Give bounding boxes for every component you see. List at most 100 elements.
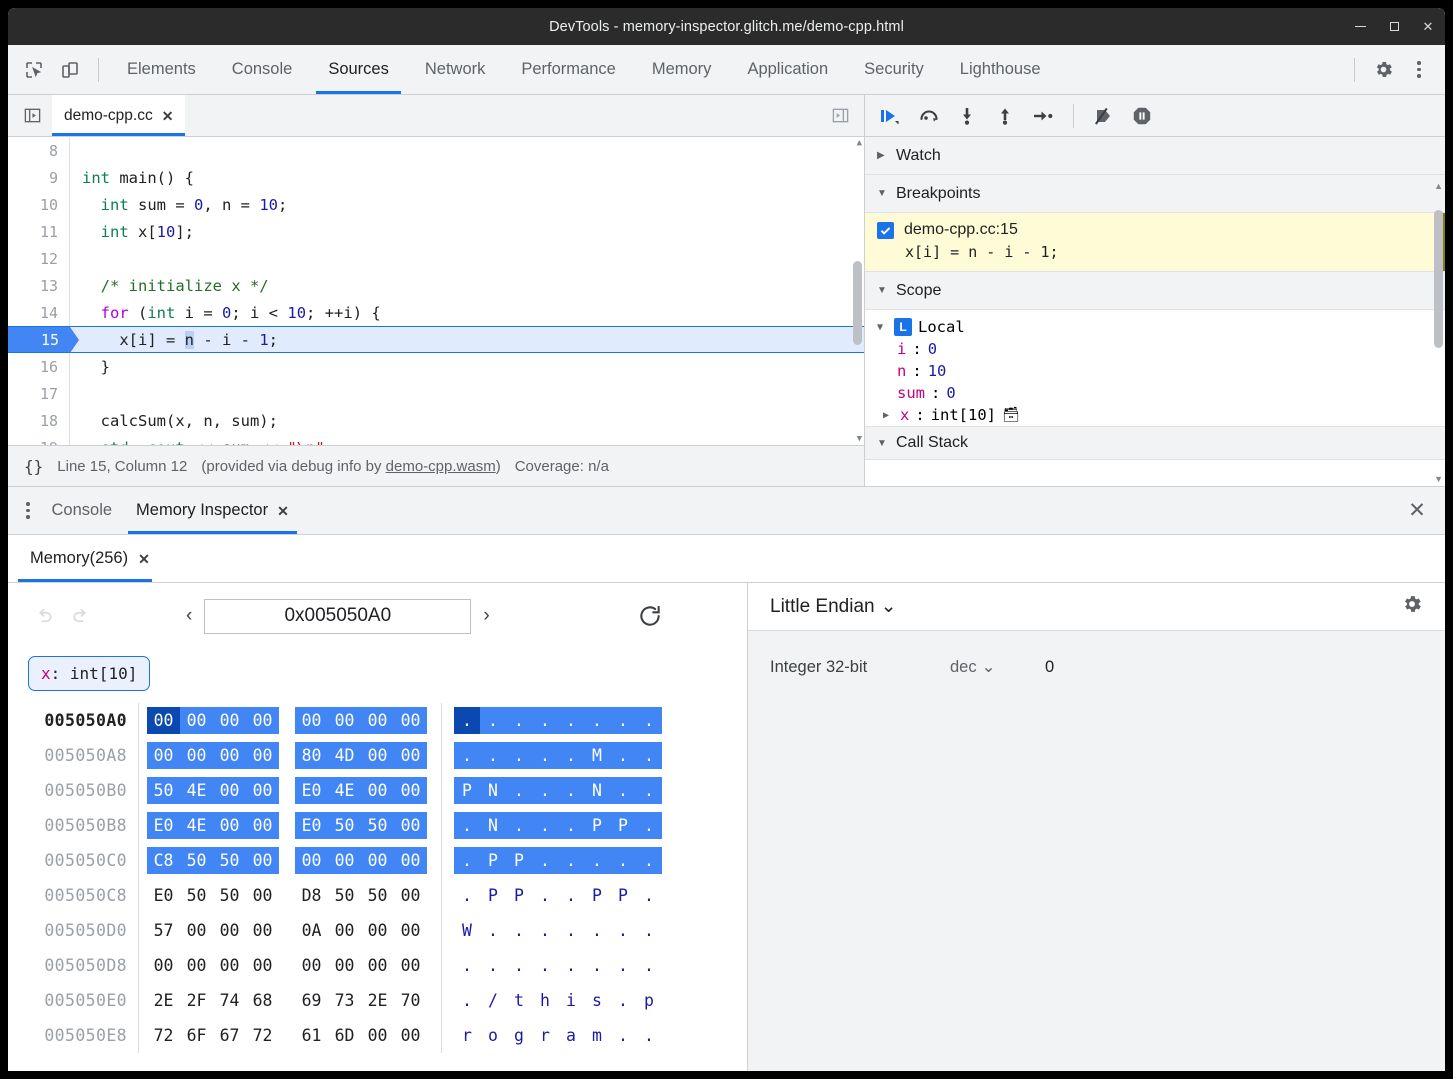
ascii-char[interactable]: .: [506, 812, 532, 839]
hex-byte[interactable]: 00: [394, 742, 427, 769]
editor-scroll-up-arrow[interactable]: ▲: [856, 138, 862, 148]
hex-row[interactable]: 005050D0 57 00 00 00 0A 00 00 00 W.......: [8, 913, 747, 948]
code-editor[interactable]: 8 9 int main() {10 int sum = 0, n = 10; 11 …: [8, 137, 864, 445]
inspect-element-icon[interactable]: [16, 52, 52, 88]
section-breakpoints[interactable]: ▼ Breakpoints: [865, 175, 1445, 213]
hex-byte[interactable]: 50: [367, 886, 388, 905]
code-line[interactable]: 19 std::cout << sum << "\n";: [8, 434, 864, 445]
hex-byte[interactable]: 00: [361, 707, 394, 734]
ascii-char[interactable]: .: [644, 921, 654, 940]
ascii-char[interactable]: .: [636, 707, 662, 734]
hex-byte[interactable]: 6F: [186, 1026, 207, 1045]
hex-byte[interactable]: 00: [252, 921, 273, 940]
hex-byte[interactable]: C8: [147, 847, 180, 874]
hex-byte[interactable]: 00: [361, 777, 394, 804]
line-number[interactable]: 19: [8, 434, 70, 445]
show-debugger-icon[interactable]: [824, 100, 856, 132]
hex-byte[interactable]: 61: [301, 1026, 322, 1045]
hex-byte[interactable]: 00: [147, 707, 180, 734]
ascii-char[interactable]: .: [480, 742, 506, 769]
hex-byte[interactable]: 00: [246, 777, 279, 804]
hex-byte[interactable]: 00: [252, 886, 273, 905]
tab-memory[interactable]: Memory: [634, 45, 730, 94]
resume-button[interactable]: [873, 100, 909, 132]
ascii-char[interactable]: r: [462, 1026, 472, 1045]
hex-byte[interactable]: 50: [334, 886, 355, 905]
hex-byte[interactable]: 50: [219, 886, 240, 905]
pretty-print-icon[interactable]: {}: [24, 456, 44, 476]
editor-scrollbar[interactable]: [853, 141, 862, 441]
hex-byte[interactable]: 00: [246, 847, 279, 874]
ascii-char[interactable]: r: [540, 1026, 550, 1045]
hex-byte[interactable]: 0A: [301, 921, 322, 940]
hex-row[interactable]: 005050C8 E0 50 50 00 D8 50 50 00. P P.. P P.: [8, 878, 747, 913]
section-watch[interactable]: ▶ Watch: [865, 137, 1445, 175]
ascii-char[interactable]: N: [584, 777, 610, 804]
ascii-char[interactable]: W: [462, 921, 472, 940]
ascii-char[interactable]: i: [566, 991, 576, 1010]
hex-byte[interactable]: 2E: [153, 991, 174, 1010]
code-line[interactable]: 18 calcSum(x, n, sum);: [8, 407, 864, 434]
ascii-char[interactable]: .: [558, 812, 584, 839]
code-line[interactable]: 14 for (int i = 0; i < 10; ++i) {: [8, 299, 864, 326]
file-tab-close-icon[interactable]: ✕: [161, 107, 174, 124]
hex-byte[interactable]: 50: [186, 886, 207, 905]
ascii-char[interactable]: .: [618, 921, 628, 940]
pause-on-exceptions-button[interactable]: [1124, 100, 1160, 132]
file-tab-demo-cpp[interactable]: demo-cpp.cc ✕: [52, 95, 186, 136]
hex-byte[interactable]: 57: [153, 921, 174, 940]
code-line[interactable]: 8: [8, 137, 864, 164]
value-format-select[interactable]: dec ⌄: [950, 657, 1045, 677]
hex-row[interactable]: 005050C0 C8 50 50 00 00 00 00 00. P P.....: [8, 843, 747, 878]
hex-byte[interactable]: 00: [213, 777, 246, 804]
hex-byte[interactable]: 00: [301, 956, 322, 975]
hex-byte[interactable]: 00: [186, 921, 207, 940]
hex-byte[interactable]: 00: [328, 847, 361, 874]
ascii-char[interactable]: .: [532, 742, 558, 769]
ascii-char[interactable]: P: [514, 886, 524, 905]
hex-byte[interactable]: 4D: [328, 742, 361, 769]
ascii-char[interactable]: .: [618, 991, 628, 1010]
hex-byte[interactable]: E0: [295, 777, 328, 804]
hex-byte[interactable]: 2F: [186, 991, 207, 1010]
ascii-char[interactable]: .: [558, 707, 584, 734]
tab-network[interactable]: Network: [407, 45, 504, 94]
scope-var-i[interactable]: i: 0: [865, 338, 1445, 360]
ascii-char[interactable]: .: [532, 847, 558, 874]
drawer-tab-console[interactable]: Console: [40, 487, 125, 534]
tab-performance[interactable]: Performance: [503, 45, 633, 94]
hex-dump[interactable]: 005050A0 00 00 00 00 00 00 00 00........ 005050A8…: [8, 697, 747, 1071]
ascii-char[interactable]: .: [506, 707, 532, 734]
ascii-char[interactable]: N: [480, 777, 506, 804]
line-number[interactable]: 12: [8, 245, 70, 272]
sidebar-scroll-down-arrow[interactable]: ▼: [1434, 474, 1443, 484]
ascii-char[interactable]: P: [454, 777, 480, 804]
hex-byte[interactable]: 00: [186, 956, 207, 975]
gear-icon[interactable]: [1401, 593, 1423, 620]
ascii-char[interactable]: o: [488, 1026, 498, 1045]
hex-row[interactable]: 005050B0 50 4E 00 00 E0 4E 00 00 P N... N..: [8, 773, 747, 808]
ascii-char[interactable]: P: [488, 886, 498, 905]
hex-byte[interactable]: 00: [213, 742, 246, 769]
line-number[interactable]: 15: [8, 327, 79, 353]
hex-byte[interactable]: 74: [219, 991, 240, 1010]
ascii-char[interactable]: P: [506, 847, 532, 874]
tab-security[interactable]: Security: [846, 45, 942, 94]
code-line[interactable]: 15 x[i] = n - i - 1;: [8, 326, 864, 353]
hex-row[interactable]: 005050E0 2E 2F 74 68 69 73 2E 70. / t h i s. p: [8, 983, 747, 1018]
hex-byte[interactable]: E0: [153, 886, 174, 905]
hex-byte[interactable]: 00: [334, 921, 355, 940]
line-number[interactable]: 13: [8, 272, 70, 299]
hex-byte[interactable]: 00: [394, 812, 427, 839]
scope-var-n[interactable]: n: 10: [865, 360, 1445, 382]
scrollbar-thumb[interactable]: [1434, 209, 1443, 348]
hex-byte[interactable]: 00: [400, 1026, 421, 1045]
refresh-icon[interactable]: [630, 596, 670, 636]
ascii-char[interactable]: .: [584, 707, 610, 734]
hex-byte[interactable]: 2E: [367, 991, 388, 1010]
ascii-char[interactable]: .: [540, 921, 550, 940]
breakpoint-item[interactable]: demo-cpp.cc:15 x[i] = n - i - 1;: [865, 213, 1445, 272]
hex-byte[interactable]: 4E: [180, 812, 213, 839]
deactivate-breakpoints-button[interactable]: [1086, 100, 1122, 132]
hex-byte[interactable]: 00: [246, 812, 279, 839]
